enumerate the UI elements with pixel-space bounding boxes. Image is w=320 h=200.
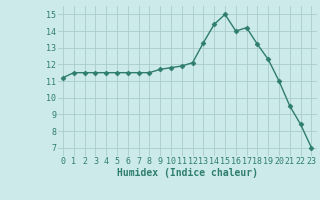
X-axis label: Humidex (Indice chaleur): Humidex (Indice chaleur) bbox=[117, 168, 258, 178]
